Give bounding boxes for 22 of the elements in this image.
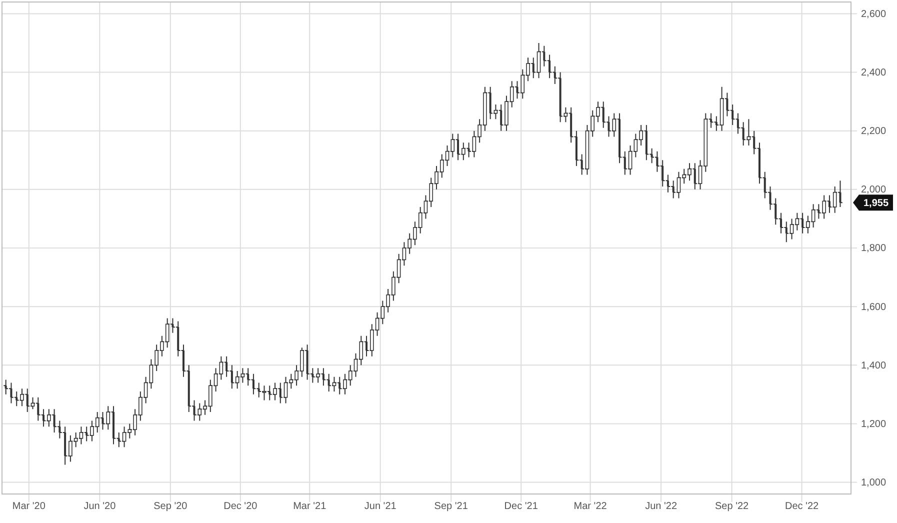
x-tick-label: Dec '22 xyxy=(784,501,820,512)
x-tick-label: Sep '22 xyxy=(714,501,750,512)
x-tick-label: Sep '21 xyxy=(434,501,468,512)
y-tick-label: 1,600 xyxy=(861,302,886,313)
x-tick-label: Sep '20 xyxy=(154,501,188,512)
y-tick-label: 1,800 xyxy=(861,243,886,254)
x-tick-label: Jun '22 xyxy=(645,501,678,512)
x-tick-label: Dec '20 xyxy=(224,501,258,512)
x-tick-label: Dec '21 xyxy=(504,501,538,512)
y-tick-label: 2,200 xyxy=(861,126,886,138)
y-tick-label: 1,000 xyxy=(861,477,886,488)
x-tick-label: Jun '20 xyxy=(84,501,116,512)
x-tick-label: Jun '21 xyxy=(364,501,397,512)
y-tick-label: 1,200 xyxy=(861,418,886,430)
x-tick-label: Mar '22 xyxy=(574,501,608,512)
x-tick-label: Mar '21 xyxy=(293,501,327,512)
text: 1,955 xyxy=(863,198,889,210)
y-tick-label: 1,400 xyxy=(861,360,886,372)
x-tick-label: Mar '20 xyxy=(12,501,46,512)
y-tick-label: 2,600 xyxy=(861,8,886,20)
y-tick-label: 2,400 xyxy=(861,67,886,78)
y-tick-label: 2,000 xyxy=(861,184,886,196)
